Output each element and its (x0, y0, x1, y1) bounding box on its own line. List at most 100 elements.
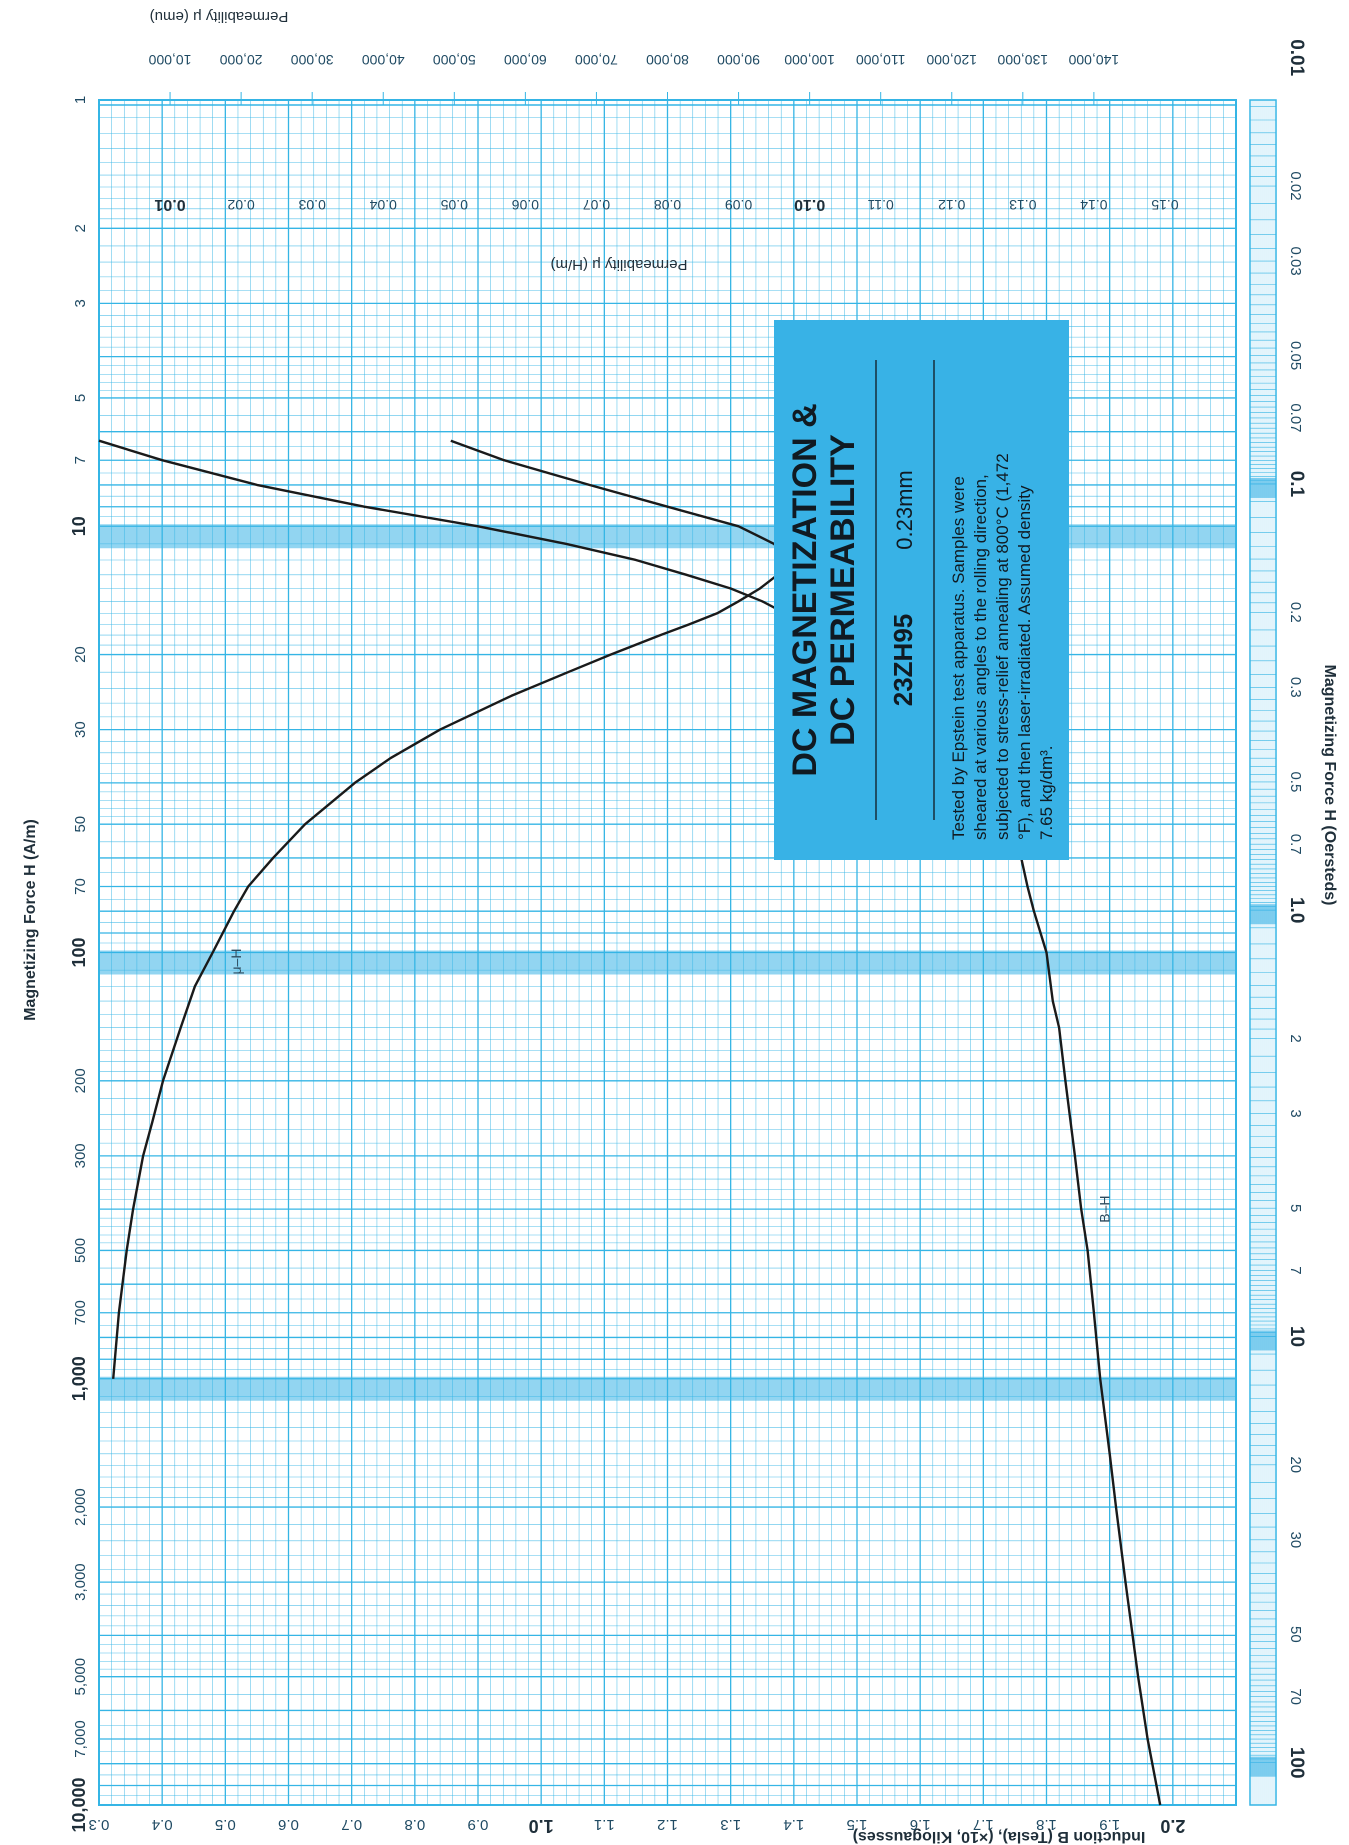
x-tick-label: 3,000 (72, 1563, 89, 1601)
info-box-thickness: 0.23mm (892, 470, 917, 549)
axis-labels: Magnetizing Force H (A/m) Magnetizing Fo… (22, 8, 1338, 1845)
x-tick-label: 3 (72, 299, 89, 307)
y-tick-label: 1.9 (1099, 1816, 1120, 1833)
x-axis-title: Magnetizing Force H (A/m) (22, 819, 39, 1021)
x-tick-label: 100 (69, 937, 89, 967)
oersted-tick-label: 20 (1287, 1456, 1304, 1473)
emu-tick-label: 70,000 (575, 52, 618, 68)
oersted-band (1250, 477, 1276, 498)
x-tick-label: 50 (72, 816, 89, 833)
mu-tick-label: 0.11 (867, 197, 893, 213)
oersted-tick-label: 3 (1287, 1109, 1304, 1117)
emu-axis-title: Permeability μ (emu) (150, 8, 289, 25)
mu-tick-label: 0.03 (298, 197, 325, 213)
mu-tick-label: 0.15 (1151, 197, 1178, 213)
mu-tick-label: 0.09 (725, 197, 752, 213)
emu-tick-label: 20,000 (220, 52, 263, 68)
y-tick-label: 0.4 (152, 1816, 173, 1833)
x-tick-label: 500 (72, 1238, 89, 1263)
oersted-band (1250, 1330, 1276, 1351)
mu-axis-title: Permeability μ (H/m) (551, 256, 688, 273)
info-box-desc-line2: sheared at various angles to the rolling… (971, 474, 990, 840)
oersted-tick-label: 0.07 (1287, 403, 1304, 432)
x-tick-label: 20 (72, 646, 89, 663)
x-tick-label: 10 (69, 516, 89, 536)
emu-tick-label: 140,000 (1068, 52, 1119, 68)
mu-tick-label: 0.06 (512, 197, 539, 213)
emu-tick-label: 80,000 (646, 52, 689, 68)
oersted-band (1250, 1756, 1276, 1777)
oersted-tick-label: 50 (1287, 1626, 1304, 1643)
y-tick-label: 1.3 (720, 1816, 741, 1833)
y-tick-label: 2.0 (1160, 1816, 1185, 1836)
info-box-title-line2: DC PERMEABILITY (824, 434, 862, 746)
info-box-desc-line5: 7.65 kg/dm³. (1037, 746, 1056, 841)
x-tick-label: 200 (72, 1068, 89, 1093)
x-tick-label: 7,000 (72, 1720, 89, 1758)
oersted-tick-label: 0.01 (1286, 39, 1307, 76)
oersted-tick-label: 0.7 (1287, 834, 1304, 855)
emu-tick-label: 110,000 (856, 52, 906, 68)
oersted-tick-label: 0.05 (1287, 341, 1304, 370)
mu-tick-label: 0.08 (654, 197, 681, 213)
y-tick-label: 0.6 (278, 1816, 299, 1833)
x-tick-label: 30 (72, 721, 89, 738)
oersted-tick-label: 0.03 (1287, 246, 1304, 275)
y-tick-label: 0.3 (89, 1816, 110, 1833)
mu-tick-label: 0.13 (1009, 197, 1036, 213)
y-tick-label: 1.8 (1036, 1816, 1057, 1833)
emu-tick-label: 90,000 (717, 52, 760, 68)
x-tick-label: 1,000 (69, 1356, 89, 1401)
x-tick-label: 1 (72, 96, 89, 104)
x-tick-label: 70 (72, 878, 89, 895)
oersted-tick-label: 1.0 (1286, 897, 1307, 923)
bh-curve-label: B–H (1097, 1196, 1113, 1223)
info-box-grade: 23ZH95 (888, 614, 918, 707)
y-tick-label: 0.8 (404, 1816, 425, 1833)
info-box-background (774, 320, 1069, 860)
y-tick-label: 1.7 (973, 1816, 994, 1833)
oersted-tick-label: 5 (1287, 1204, 1304, 1212)
info-box-desc-line4: °F), and then laser-irradiated. Assumed … (1015, 485, 1034, 840)
mu-tick-label: 0.04 (369, 197, 396, 213)
oersted-tick-label: 0.2 (1287, 602, 1304, 623)
mu-tick-label: 0.02 (227, 197, 254, 213)
emu-tick-label: 120,000 (926, 52, 977, 68)
mu-curve-label: μ–H (228, 949, 244, 975)
mu-tick-label: 0.07 (583, 197, 610, 213)
info-box-desc-line1: Tested by Epstein test apparatus. Sample… (949, 476, 968, 840)
emu-tick-label: 60,000 (504, 52, 547, 68)
oersted-tick-label: 0.02 (1287, 171, 1304, 200)
mu-tick-label: 0.10 (794, 196, 825, 213)
y-tick-label: 1.1 (594, 1816, 615, 1833)
y-tick-label: 1.0 (529, 1816, 554, 1836)
oersted-strip (1249, 99, 1277, 1806)
x-tick-label: 7 (72, 456, 89, 464)
x-tick-label: 2,000 (72, 1488, 89, 1526)
y-axis-title: Induction B (Tesla), (×10, Kilogausses) (853, 1828, 1146, 1845)
x-tick-label: 700 (72, 1300, 89, 1325)
x-tick-label: 5 (72, 394, 89, 402)
y-tick-label: 1.4 (783, 1816, 804, 1833)
emu-tick-label: 130,000 (997, 52, 1048, 68)
grid (98, 99, 1237, 1806)
mu-tick-label: 0.05 (440, 197, 467, 213)
mu-tick-label: 0.01 (154, 196, 185, 213)
emu-ruler (99, 92, 1236, 106)
oersted-band (1250, 904, 1276, 925)
y-tick-label: 1.2 (657, 1816, 678, 1833)
oersted-tick-label: 100 (1286, 1747, 1307, 1779)
x-tick-label: 2 (72, 224, 89, 232)
y-tick-label: 1.6 (910, 1816, 931, 1833)
oersted-tick-label: 30 (1287, 1531, 1304, 1548)
oersted-tick-label: 0.1 (1286, 471, 1307, 498)
emu-tick-label: 100,000 (784, 52, 835, 68)
info-box-title-line1: DC MAGNETIZATION & (786, 403, 824, 776)
oersted-tick-label: 0.5 (1287, 771, 1304, 792)
emu-tick-label: 30,000 (291, 52, 334, 68)
x-tick-label: 5,000 (72, 1658, 89, 1696)
y-tick-label: 0.9 (468, 1816, 489, 1833)
oersted-tick-label: 0.3 (1287, 677, 1304, 698)
